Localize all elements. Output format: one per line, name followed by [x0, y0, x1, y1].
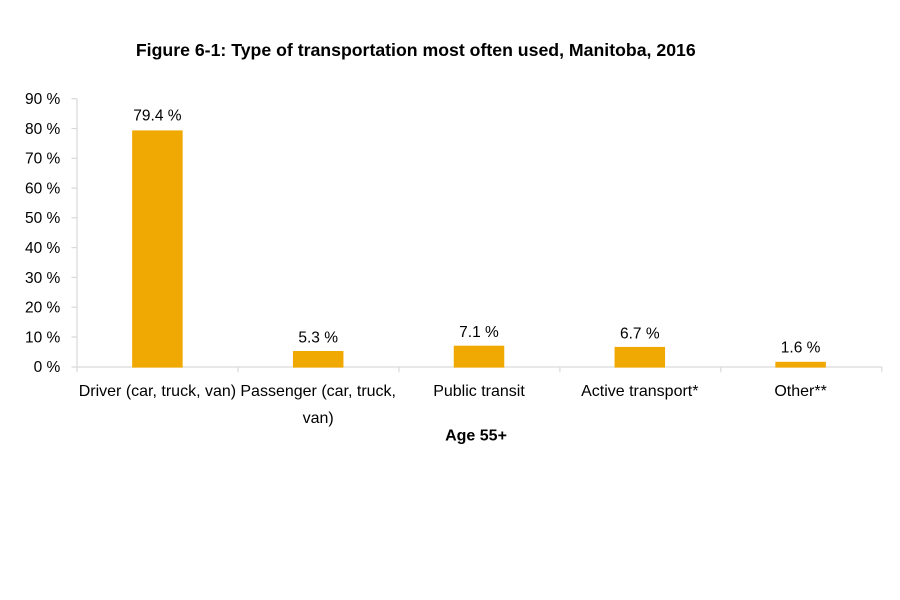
svg-text:60 %: 60 % — [25, 181, 61, 198]
svg-text:20 %: 20 % — [25, 300, 61, 317]
svg-text:40 %: 40 % — [25, 240, 61, 257]
svg-text:Active transport*: Active transport* — [581, 383, 698, 400]
svg-text:6.7 %: 6.7 % — [620, 325, 660, 342]
svg-text:van): van) — [303, 410, 334, 427]
svg-text:Driver (car, truck, van): Driver (car, truck, van) — [79, 383, 236, 400]
svg-text:Public transit: Public transit — [433, 383, 525, 400]
svg-text:90 %: 90 % — [25, 91, 61, 108]
svg-text:Other**: Other** — [774, 383, 826, 400]
svg-text:79.4 %: 79.4 % — [133, 107, 181, 124]
svg-text:7.1 %: 7.1 % — [459, 324, 499, 341]
svg-text:Age 55+: Age 55+ — [445, 428, 507, 445]
svg-text:Passenger (car, truck,: Passenger (car, truck, — [240, 383, 396, 400]
svg-text:30 %: 30 % — [25, 270, 61, 287]
svg-text:10 %: 10 % — [25, 329, 61, 346]
svg-text:80 %: 80 % — [25, 121, 61, 138]
svg-text:0 %: 0 % — [34, 359, 61, 376]
svg-text:50 %: 50 % — [25, 210, 61, 227]
svg-text:Figure 6-1: Type of transporta: Figure 6-1: Type of transportation most … — [136, 40, 696, 60]
svg-text:5.3 %: 5.3 % — [298, 329, 338, 346]
svg-text:70 %: 70 % — [25, 151, 61, 168]
svg-text:1.6 %: 1.6 % — [781, 339, 821, 356]
